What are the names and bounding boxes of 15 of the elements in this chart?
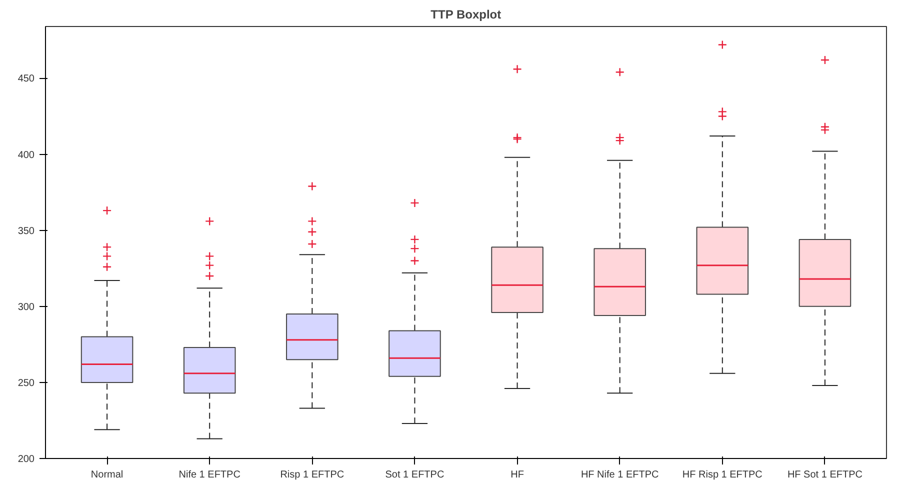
x-tick-label: HF Risp 1 EFTPC: [682, 470, 762, 480]
y-tick-label: 400: [18, 150, 35, 161]
y-tick-label: 300: [18, 302, 35, 313]
x-tick-label: HF Sot 1 EFTPC: [787, 470, 862, 480]
x-tick-label: Normal: [90, 470, 124, 480]
x-tick-label: Sot 1 EFTPC: [385, 470, 444, 480]
chart-title: TTP Boxplot: [430, 8, 502, 22]
y-tick-label: 250: [18, 378, 35, 389]
x-tick-label: HF: [510, 470, 524, 480]
x-tick-label: HF Nife 1 EFTPC: [580, 470, 659, 480]
y-tick-label: 450: [18, 74, 35, 85]
y-tick-label: 350: [18, 226, 35, 237]
x-tick-label: Risp 1 EFTPC: [280, 470, 344, 480]
x-tick-label: Nife 1 EFTPC: [178, 470, 240, 480]
y-tick-label: 200: [18, 454, 35, 465]
